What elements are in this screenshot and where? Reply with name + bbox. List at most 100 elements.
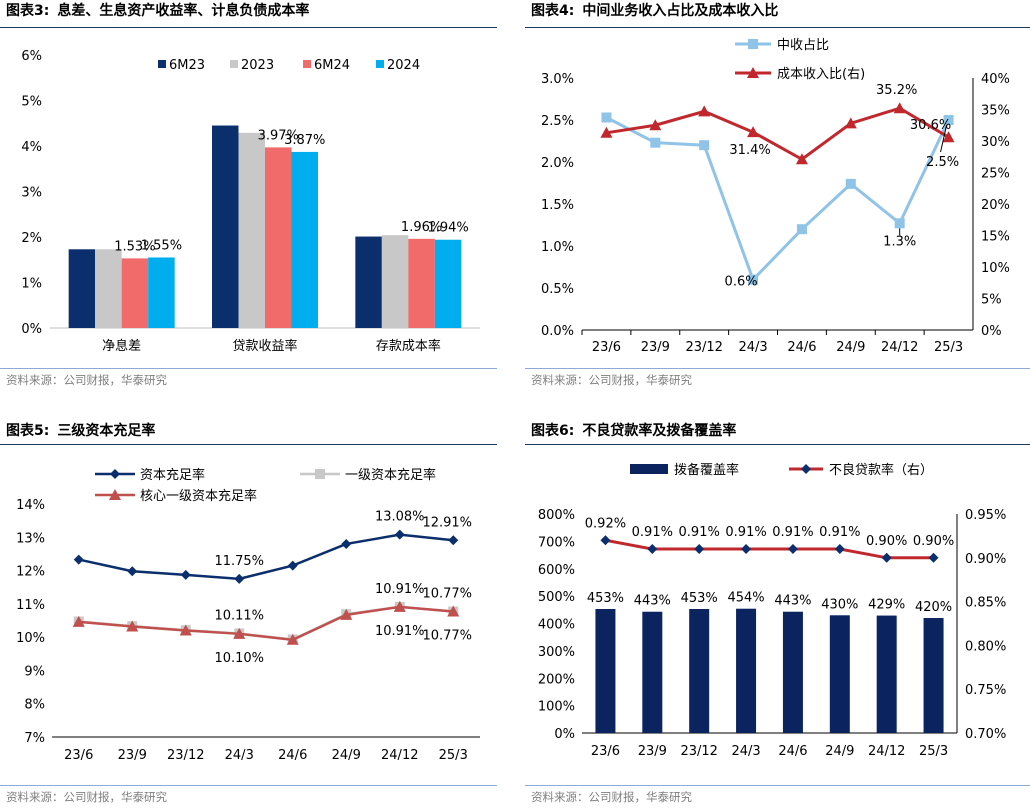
data-label: 10.77% [422, 629, 472, 644]
point-核心一级资本充足率-24/12 [393, 600, 406, 612]
data-label: 0.6% [725, 275, 758, 290]
series-line-资本充足率 [78, 533, 454, 581]
point-成本收入比(右)-24/12 [893, 102, 906, 114]
source-note: 资料来源：公司财报，华泰研究 [6, 790, 167, 804]
y-tick-label-right: 0.75% [965, 683, 1006, 698]
y-tick-label-left: 1.5% [541, 198, 574, 213]
y-tick-label-left: 200% [538, 672, 575, 687]
y-tick-label: 3% [21, 186, 42, 201]
panel-label: 图表4: [531, 3, 575, 19]
point-资本充足率-24/6 [287, 560, 298, 571]
y-tick-label-left: 2.0% [541, 156, 574, 171]
y-tick-label-left: 800% [538, 508, 575, 523]
legend-label: 2024 [387, 58, 420, 73]
y-tick-label: 14% [16, 498, 45, 513]
bar-2023-贷款收益率 [238, 132, 265, 328]
y-tick-label: 9% [24, 664, 45, 679]
y-tick-label-right: 35% [981, 104, 1010, 119]
bar-6M23-存款成本率 [355, 236, 382, 328]
series-line-中收占比 [605, 116, 950, 283]
point-成本收入比(右)-23/9 [649, 119, 662, 131]
y-tick-label-left: 600% [538, 563, 575, 578]
panel-npl-coverage: 图表6: 不良贷款率及拨备覆盖率 0% 100% 200% 300% 400% 500% 60… [525, 420, 1030, 809]
legend-swatch [158, 60, 166, 68]
y-tick-label: 2% [21, 231, 42, 246]
data-label: 0.91% [819, 525, 860, 540]
y-tick-label: 12% [16, 565, 45, 580]
x-tick-label: 23/6 [64, 748, 93, 763]
data-label: 1.53% [114, 239, 155, 254]
x-tick-label: 24/3 [731, 744, 760, 759]
y-tick-label-right: 0% [981, 324, 1002, 339]
bar-25/3 [923, 618, 944, 733]
x-tick-label: 23/9 [638, 744, 667, 759]
panel-title: 图表4: 中间业务收入占比及成本收入比 [531, 0, 778, 20]
x-tick-label: 24/6 [278, 748, 307, 763]
legend-marker [748, 39, 758, 49]
bar-6M23-净息差 [68, 249, 96, 328]
source-note: 资料来源：公司财报，华泰研究 [6, 373, 167, 387]
data-label: 13.08% [375, 510, 425, 525]
y-tick-label-right: 0.95% [965, 508, 1006, 523]
data-label: 3.97% [258, 128, 299, 143]
y-tick-label: 6% [21, 49, 42, 64]
point-资本充足率-23/9 [127, 566, 138, 577]
data-label: 0.91% [725, 525, 766, 540]
data-label: 443% [774, 594, 811, 609]
point-资本充足率-23/12 [180, 569, 191, 580]
data-label: 31.4% [729, 143, 770, 158]
panel-title-text: 息差、生息资产收益率、计息负债成本率 [57, 3, 310, 19]
point-中收占比-24/6 [796, 224, 807, 235]
data-label: 430% [821, 597, 858, 612]
point-成本收入比(右)-24/9 [844, 117, 857, 129]
y-tick-label-right: 30% [981, 135, 1010, 150]
data-label: 1.96% [401, 220, 442, 235]
point-中收占比-24/12 [894, 218, 905, 229]
bar-2024-存款成本率 [434, 239, 462, 328]
x-tick-label: 23/9 [118, 748, 147, 763]
x-tick-label: 24/12 [881, 340, 918, 355]
y-tick-label-right: 0.85% [965, 596, 1006, 611]
data-label: 443% [634, 594, 671, 609]
x-tick-label: 23/12 [685, 340, 722, 355]
y-tick-label-right: 20% [981, 198, 1010, 213]
point-成本收入比(右)-24/3 [747, 126, 760, 138]
y-tick-label-left: 300% [538, 645, 575, 660]
point-资本充足率-25/3 [448, 535, 459, 546]
y-tick-label-right: 0.70% [965, 727, 1006, 742]
bar-2023-存款成本率 [381, 235, 409, 328]
data-label: 0.90% [866, 534, 907, 549]
y-tick-label-left: 0.0% [541, 324, 574, 339]
point-资本充足率-24/12 [394, 529, 405, 540]
data-label: 10.91% [375, 582, 425, 597]
y-tick-label: 10% [16, 631, 45, 646]
y-tick-label-right: 5% [981, 293, 1002, 308]
bar-2024-贷款收益率 [291, 151, 318, 328]
point-资本充足率-23/6 [73, 554, 84, 565]
data-label: 1.55% [141, 238, 182, 253]
series-line-不良贷款率（右） [605, 538, 934, 560]
panel-title: 图表3: 息差、生息资产收益率、计息负债成本率 [6, 0, 309, 20]
y-tick-label: 0% [21, 322, 42, 337]
x-tick-label: 24/9 [332, 748, 361, 763]
x-tick-label: 存款成本率 [376, 338, 441, 354]
panel-title: 图表6: 不良贷款率及拨备覆盖率 [531, 420, 736, 440]
data-label: 0.91% [772, 525, 813, 540]
bar-6M23-贷款收益率 [212, 125, 239, 329]
legend-swatch [630, 464, 668, 474]
legend-label: 2023 [241, 58, 274, 73]
source-note: 资料来源：公司财报，华泰研究 [531, 790, 692, 804]
bar-2023-净息差 [95, 249, 122, 328]
bar-24/12 [876, 615, 897, 733]
chart-interest-spread: 0% 1% 2% 3% 4% 5% 6% 1.53%1.55% 3.97%3.87% 1.96%1… [21, 49, 480, 354]
x-tick-label: 24/12 [381, 748, 418, 763]
point-23/9 [647, 544, 658, 555]
point-24/3 [741, 544, 752, 555]
data-label: 429% [868, 598, 905, 613]
bar-24/6 [782, 611, 803, 733]
x-tick-label: 23/9 [641, 340, 670, 355]
x-tick-label: 23/12 [680, 744, 717, 759]
legend-label: 拨备覆盖率 [674, 462, 739, 478]
panel-title-text: 中间业务收入占比及成本收入比 [582, 3, 779, 19]
y-tick-label-right: 10% [981, 261, 1010, 276]
